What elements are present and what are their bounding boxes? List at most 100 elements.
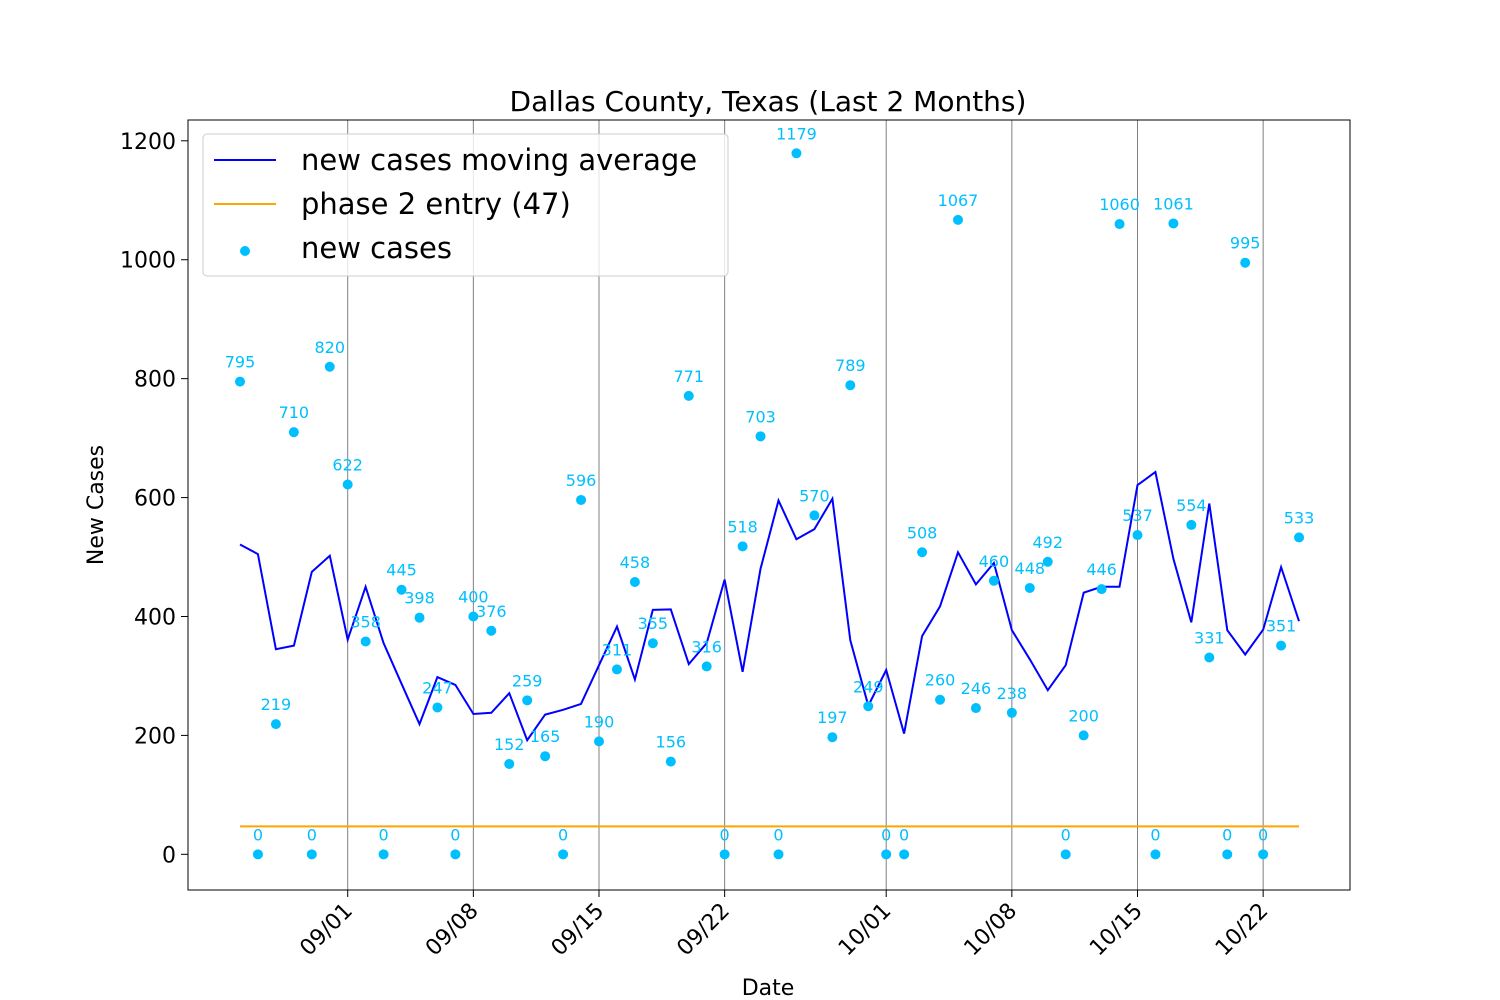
new-cases-point [235, 376, 245, 387]
new-cases-point [1168, 218, 1179, 229]
new-cases-label: 351 [1266, 617, 1297, 636]
new-cases-point [988, 575, 999, 586]
new-cases-point [970, 703, 981, 714]
new-cases-label: 1060 [1099, 195, 1140, 214]
new-cases-point [378, 849, 389, 860]
new-cases-label: 995 [1230, 234, 1261, 253]
new-cases-label: 0 [881, 825, 891, 844]
new-cases-point [504, 758, 515, 769]
new-cases-point [1132, 530, 1143, 541]
y-tick-label: 800 [134, 368, 176, 393]
new-cases-label: 0 [773, 825, 783, 844]
new-cases-label: 570 [799, 486, 830, 505]
new-cases-label: 0 [720, 825, 730, 844]
new-cases-point [1078, 730, 1089, 741]
new-cases-point [719, 849, 730, 860]
new-cases-label: 0 [558, 825, 568, 844]
new-cases-point [558, 849, 569, 860]
new-cases-label: 795 [225, 353, 256, 372]
new-cases-label: 260 [925, 671, 956, 690]
new-cases-point [665, 756, 676, 767]
new-cases-label: 311 [602, 640, 633, 659]
new-cases-point [252, 849, 263, 860]
new-cases-label: 703 [745, 407, 776, 426]
new-cases-label: 358 [350, 612, 381, 631]
legend-label-moving-average: new cases moving average [301, 143, 697, 177]
new-cases-point [701, 661, 712, 672]
new-cases-point [1096, 584, 1107, 595]
new-cases-point [306, 849, 317, 860]
new-cases-label: 398 [404, 589, 435, 608]
y-tick-label: 400 [134, 605, 176, 630]
new-cases-point [1060, 849, 1071, 860]
new-cases-label: 0 [1061, 825, 1071, 844]
new-cases-label: 0 [1258, 825, 1268, 844]
y-tick-label: 0 [162, 843, 176, 868]
new-cases-label: 152 [494, 735, 525, 754]
new-cases-label: 219 [261, 695, 292, 714]
chart-title: Dallas County, Texas (Last 2 Months) [510, 85, 1027, 118]
new-cases-point [1042, 556, 1053, 567]
new-cases-label: 533 [1284, 508, 1315, 527]
new-cases-point [1024, 582, 1035, 593]
new-cases-label: 190 [584, 712, 615, 731]
new-cases-point [540, 751, 551, 762]
new-cases-label: 0 [1222, 825, 1232, 844]
new-cases-point [755, 431, 766, 442]
new-cases-point [611, 664, 622, 675]
y-axis: 0 200 400 600 800 1000 1200 [120, 130, 188, 868]
new-cases-point [270, 719, 281, 730]
new-cases-label: 316 [691, 637, 722, 656]
new-cases-point [917, 547, 928, 558]
new-cases-point [791, 148, 802, 159]
new-cases-label: 400 [458, 587, 489, 606]
new-cases-point [1240, 257, 1251, 268]
new-cases-label: 820 [314, 338, 345, 357]
new-cases-point [863, 701, 874, 712]
new-cases-label: 259 [512, 671, 543, 690]
series-layer [235, 148, 1305, 860]
new-cases-point [899, 849, 910, 860]
new-cases-point [737, 541, 748, 552]
new-cases-label: 448 [1015, 559, 1046, 578]
new-cases-label: 246 [961, 679, 992, 698]
new-cases-label: 460 [979, 552, 1010, 571]
new-cases-label: 789 [835, 356, 866, 375]
new-cases-label: 446 [1086, 560, 1117, 579]
plot-frame [187, 119, 1351, 891]
new-cases-point [594, 736, 604, 747]
new-cases-label: 249 [853, 677, 884, 696]
new-cases-point [1006, 707, 1017, 718]
new-cases-point [683, 390, 694, 401]
new-cases-label: 1179 [776, 124, 817, 143]
new-cases-label: 331 [1194, 629, 1225, 648]
new-cases-label: 710 [279, 403, 310, 422]
new-cases-point [432, 702, 443, 713]
legend-box [202, 133, 729, 277]
new-cases-point [1258, 849, 1269, 860]
new-cases-point [629, 577, 640, 587]
new-cases-point [1294, 532, 1305, 543]
new-cases-label: 596 [566, 471, 597, 490]
new-cases-point [576, 494, 587, 505]
new-cases-label: 0 [379, 825, 389, 844]
new-cases-point [935, 694, 946, 705]
new-cases-point [647, 638, 658, 649]
new-cases-label: 458 [620, 553, 651, 572]
new-cases-point [773, 849, 784, 860]
new-cases-label: 165 [530, 727, 561, 746]
y-tick-label: 200 [134, 724, 176, 749]
new-cases-point [953, 214, 963, 225]
new-cases-label: 1061 [1153, 194, 1194, 213]
new-cases-label: 771 [673, 367, 704, 386]
legend: new cases moving average phase 2 entry (… [202, 133, 729, 277]
y-tick-label: 1000 [120, 249, 176, 274]
new-cases-label: 1067 [938, 191, 979, 210]
new-cases-label: 376 [476, 602, 507, 621]
new-cases-label: 554 [1176, 496, 1207, 515]
new-cases-point [1150, 849, 1161, 860]
new-cases-point [468, 611, 479, 622]
new-cases-point [324, 361, 335, 372]
new-cases-point [1276, 640, 1287, 651]
